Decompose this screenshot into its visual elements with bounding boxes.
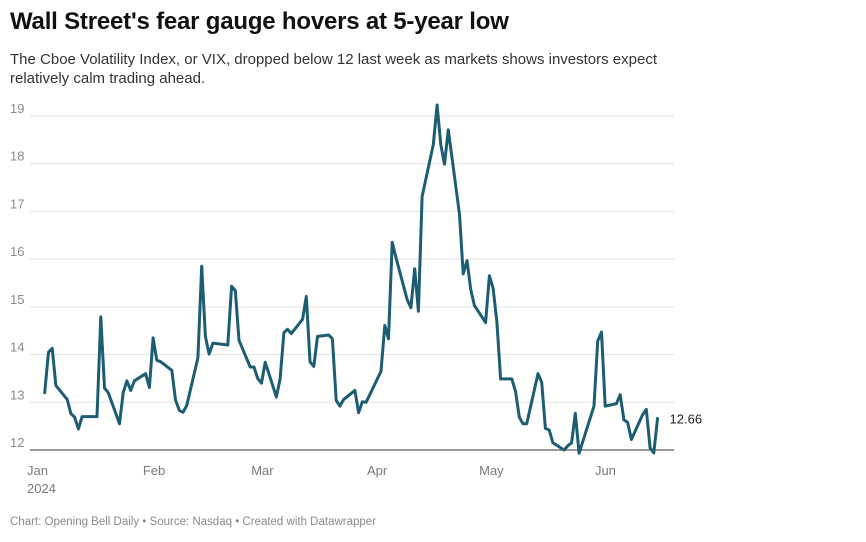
x-tick-year-label: 2024 [27,481,56,496]
y-tick-label: 13 [10,387,24,402]
x-tick-label: Feb [143,463,165,478]
chart-title: Wall Street's fear gauge hovers at 5-yea… [10,8,509,35]
y-tick-label: 15 [10,292,24,307]
x-tick-label: May [479,463,504,478]
chart-footer: Chart: Opening Bell Daily • Source: Nasd… [10,516,377,528]
vix-series-line [43,103,659,455]
y-tick-label: 17 [10,196,24,211]
x-tick-label: Jan [27,463,48,478]
y-axis: 19 18 17 16 15 14 13 12 [10,101,24,450]
y-tick-label: 12 [10,435,24,450]
grid-lines [30,115,674,451]
y-tick-label: 14 [10,340,24,355]
x-tick-label: Apr [367,463,388,478]
x-tick-label: Mar [251,463,274,478]
x-axis: Jan 2024 Feb Mar Apr May Jun [27,463,616,496]
y-tick-label: 19 [10,101,24,116]
chart-subtitle: The Cboe Volatility Index, or VIX, dropp… [10,51,657,87]
x-tick-label: Jun [595,463,616,478]
y-tick-label: 18 [10,149,24,164]
last-value-label: 12.66 [670,412,703,427]
y-tick-label: 16 [10,244,24,259]
